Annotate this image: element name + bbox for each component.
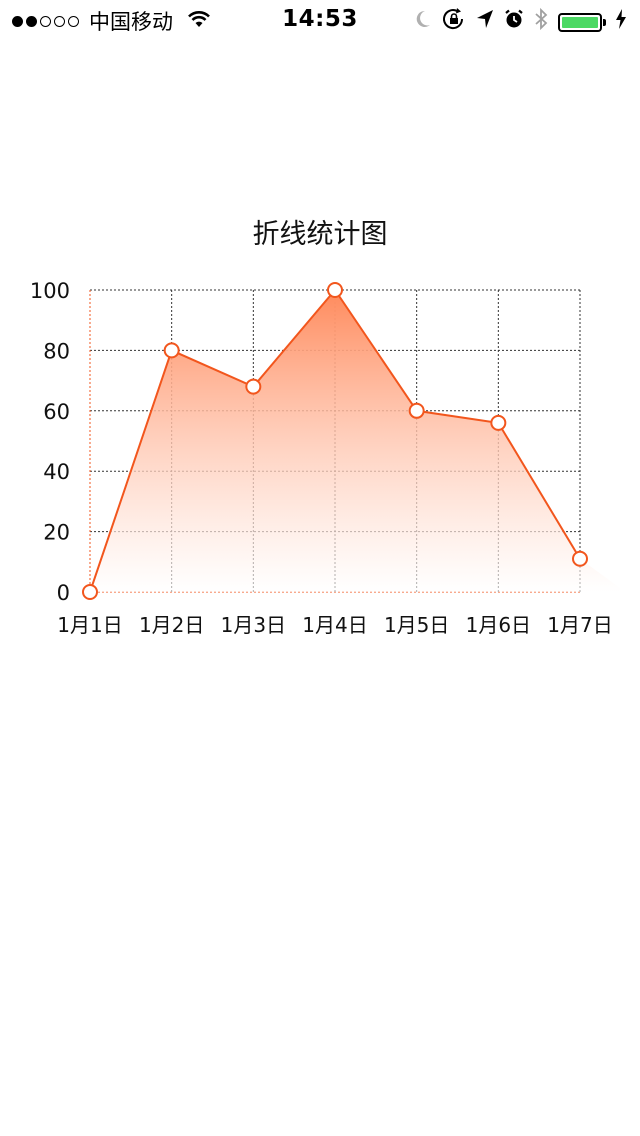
y-tick-label: 0: [57, 581, 70, 605]
data-point: [163, 342, 180, 359]
bluetooth-icon: [534, 7, 548, 37]
status-bar: 中国移动 14:53: [0, 0, 640, 40]
y-tick-label: 100: [30, 279, 70, 303]
battery-icon: [558, 12, 606, 32]
signal-dot: [40, 15, 51, 27]
area-fill: [90, 290, 620, 592]
data-point: [408, 402, 425, 419]
data-point: [82, 584, 98, 600]
area-shape: [90, 290, 620, 592]
signal-dot: [68, 15, 79, 27]
signal-dot: [12, 15, 23, 27]
data-point: [327, 282, 343, 298]
data-point: [245, 378, 262, 395]
data-point: [572, 550, 588, 567]
location-arrow-icon: [476, 9, 494, 35]
wifi-icon: [187, 9, 211, 34]
status-right: [414, 7, 626, 37]
carrier-name: 中国移动: [89, 10, 173, 34]
x-tick-label: 1月1日: [57, 613, 122, 637]
moon-icon: [414, 9, 432, 35]
x-tick-label: 1月7日: [547, 613, 612, 637]
status-time: 14:53: [282, 6, 358, 32]
y-tick-label: 60: [43, 400, 70, 424]
line-chart: 0 20 40 60 80 100 1月1日 1月2日 1月3日 1月4日 1月5日 1月6日 1月7…: [30, 279, 620, 637]
signal-dot: [26, 15, 37, 27]
x-tick-label: 1月4日: [302, 613, 367, 637]
alarm-icon: [504, 9, 524, 35]
y-tick-label: 20: [43, 521, 70, 545]
x-tick-label: 1月3日: [221, 613, 286, 637]
y-tick-label: 40: [43, 460, 70, 484]
status-left: 中国移动: [12, 6, 211, 36]
x-axis-ticks: 1月1日 1月2日 1月3日 1月4日 1月5日 1月6日 1月7日: [57, 613, 612, 637]
rotation-lock-icon: [442, 8, 466, 36]
x-tick-label: 1月5日: [384, 613, 449, 637]
battery-fill: [562, 16, 598, 28]
signal-strength-icon: [12, 15, 79, 27]
battery-nub: [603, 18, 606, 26]
y-tick-label: 80: [43, 339, 70, 363]
charging-bolt-icon: [616, 9, 626, 35]
signal-dot: [54, 15, 65, 27]
y-axis-ticks: 0 20 40 60 80 100: [30, 279, 70, 605]
data-points: [82, 282, 588, 600]
x-tick-label: 1月2日: [139, 613, 204, 637]
data-point: [490, 414, 507, 431]
x-tick-label: 1月6日: [466, 613, 531, 637]
chart-title: 折线统计图: [252, 219, 388, 250]
battery-body: [558, 12, 602, 32]
